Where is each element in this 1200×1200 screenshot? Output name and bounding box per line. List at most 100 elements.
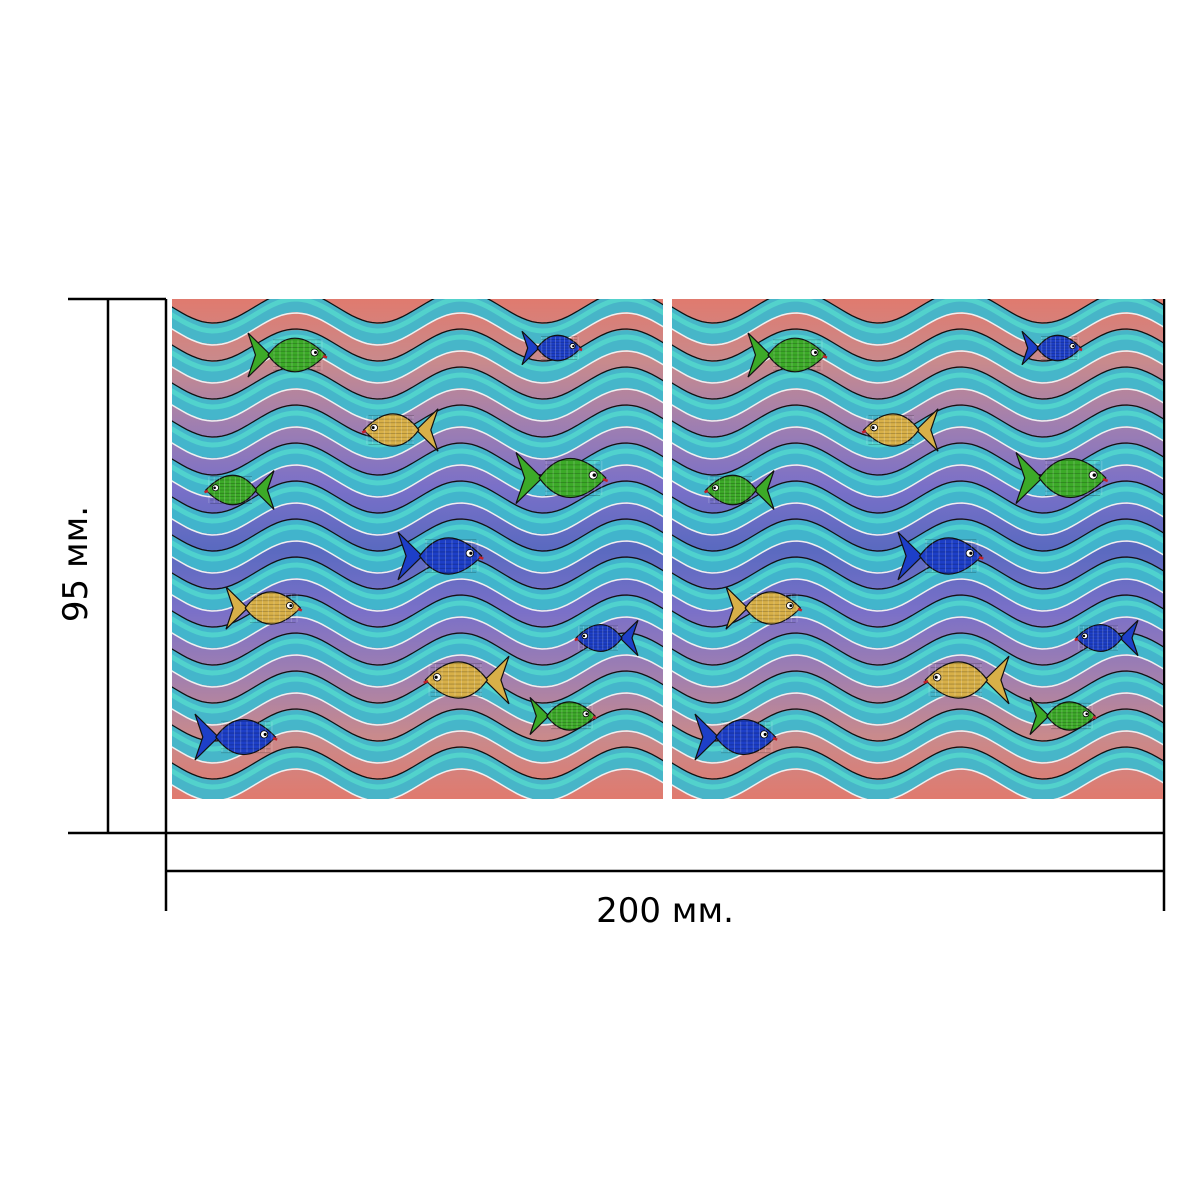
wave-outline — [172, 366, 663, 400]
wave-highlight — [172, 752, 663, 790]
fish-body — [1046, 701, 1096, 731]
wave-highlight — [172, 334, 663, 372]
tile-panel-left — [172, 299, 663, 799]
wave-outline — [172, 594, 663, 628]
fish-pupil — [263, 732, 267, 736]
wave-ribbon — [172, 367, 663, 421]
fish-3 — [515, 451, 609, 505]
wave-outline — [672, 480, 1163, 514]
fish-body — [204, 474, 258, 506]
wave-outline — [172, 768, 663, 799]
wave-outline — [172, 670, 663, 704]
fish-mouth — [297, 607, 303, 612]
fish-body — [267, 337, 327, 373]
wave-ribbon — [172, 481, 663, 535]
fish-pupil — [969, 551, 973, 555]
fish-mouth — [704, 489, 709, 494]
fish-mouth — [272, 736, 278, 741]
wave-highlight — [672, 562, 1163, 600]
wave-ribbon — [172, 671, 663, 725]
wave-highlight — [172, 676, 663, 714]
wave-highlight — [672, 486, 1163, 524]
fish-tail — [753, 470, 775, 510]
wave-highlight — [172, 600, 663, 638]
wave-outline — [672, 594, 1163, 628]
fish-pupil — [434, 675, 438, 679]
wave-outline — [672, 556, 1163, 590]
wave-outline — [172, 312, 663, 346]
wave-highlight — [672, 524, 1163, 562]
wave-outline — [172, 556, 663, 590]
fish-body — [424, 661, 489, 699]
fish-pupil — [371, 426, 375, 430]
fish-4 — [204, 470, 275, 510]
wave-highlight — [172, 372, 663, 410]
fish-mouth — [322, 354, 328, 359]
fish-mouth — [1078, 347, 1083, 352]
wave-outline — [672, 730, 1163, 764]
wave-outline — [672, 328, 1163, 362]
fish-0 — [247, 332, 328, 378]
fish-pupil — [763, 732, 767, 736]
fish-5 — [897, 531, 984, 581]
fish-mouth — [1102, 478, 1109, 483]
fish-tail — [194, 713, 220, 761]
fish-pupil — [289, 604, 293, 608]
fish-body — [538, 457, 607, 499]
wave-ribbon — [172, 299, 663, 345]
wave-highlight — [672, 638, 1163, 676]
fish-body — [215, 718, 277, 756]
fish-mouth — [602, 478, 609, 483]
wave-ribbon — [672, 481, 1163, 535]
fish-4 — [704, 470, 775, 510]
fish-body — [715, 718, 777, 756]
fish-pupil — [871, 426, 875, 430]
fish-1 — [521, 330, 583, 366]
fish-body — [918, 537, 983, 575]
fish-body — [1075, 623, 1123, 653]
fish-mouth — [204, 489, 209, 494]
wave-outline — [672, 388, 1163, 422]
fish-tail — [529, 697, 550, 735]
fish-body — [418, 537, 483, 575]
fish-3 — [1015, 451, 1109, 505]
wave-outline — [172, 480, 663, 514]
fish-10 — [194, 713, 278, 761]
fish-8 — [423, 655, 510, 705]
wave-highlight — [672, 372, 1163, 410]
wave-outline — [172, 746, 663, 780]
wave-outline — [172, 692, 663, 726]
fish-body — [862, 413, 920, 447]
wave-highlight — [172, 524, 663, 562]
fish-tail — [397, 531, 424, 581]
fish-pupil — [585, 712, 588, 716]
fish-body — [1038, 457, 1107, 499]
wave-outline — [672, 426, 1163, 460]
wave-outline — [672, 746, 1163, 780]
fish-body — [1036, 334, 1082, 362]
fish-tail — [915, 408, 939, 452]
wave-ribbon — [672, 633, 1163, 687]
fish-9 — [1029, 697, 1097, 735]
fish-2 — [361, 408, 439, 452]
fish-pupil — [582, 634, 586, 638]
fish-2 — [861, 408, 939, 452]
fish-mouth — [861, 429, 867, 434]
fish-8 — [923, 655, 1010, 705]
wave-outline — [172, 299, 663, 324]
fish-1 — [1021, 330, 1083, 366]
fish-mouth — [797, 607, 803, 612]
fish-pupil — [814, 350, 817, 354]
wave-ribbon — [672, 329, 1163, 383]
fish-6 — [725, 586, 803, 630]
fish-pupil — [213, 486, 216, 490]
wave-highlight — [172, 638, 663, 676]
wave-outline — [672, 299, 1163, 324]
wave-highlight — [672, 334, 1163, 372]
wave-ribbon — [672, 557, 1163, 611]
wave-outline — [672, 502, 1163, 536]
fish-mouth — [578, 347, 583, 352]
fish-tail — [747, 332, 772, 378]
wave-ribbon — [672, 299, 1163, 345]
